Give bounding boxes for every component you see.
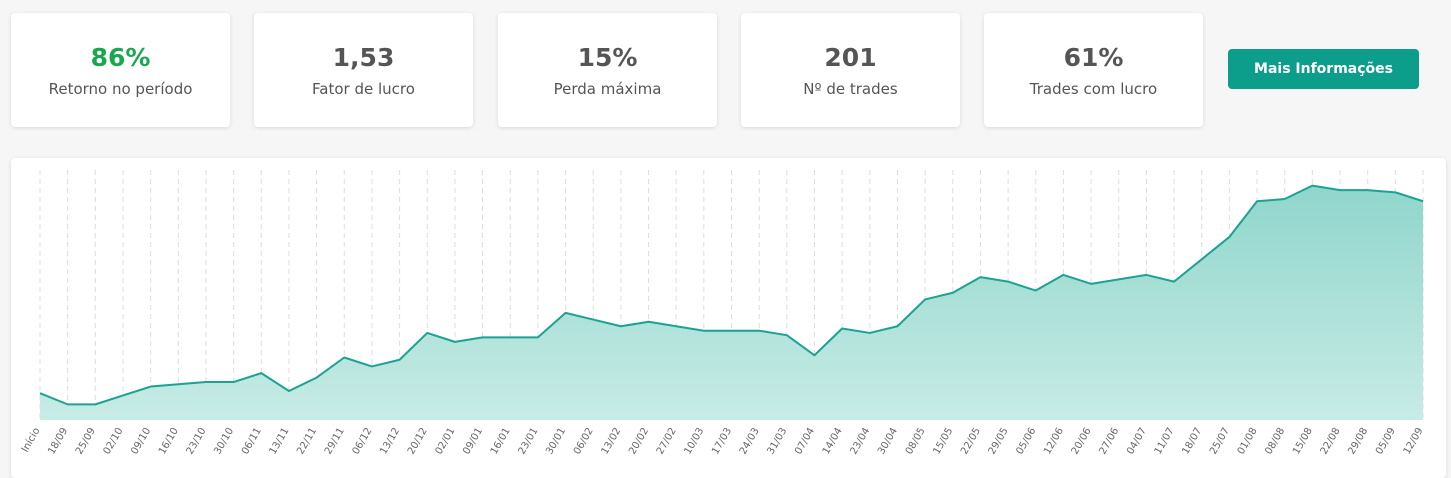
stat-value: 1,53	[332, 43, 395, 72]
stat-card: 201 Nº de trades	[741, 13, 960, 127]
x-tick-label: 27/06	[1097, 426, 1121, 456]
x-tick-label: 05/06	[1014, 426, 1038, 456]
x-tick-label: 23/01	[517, 426, 541, 456]
x-tick-label: 16/10	[157, 426, 181, 456]
x-tick-label: 08/08	[1263, 426, 1287, 456]
x-tick-label: 09/10	[129, 426, 153, 456]
x-tick-label: 30/04	[876, 426, 900, 456]
stat-label: Nº de trades	[803, 80, 898, 98]
x-tick-label: 22/11	[295, 426, 319, 456]
x-tick-label: 11/07	[1153, 426, 1177, 456]
x-tick-label: 29/05	[987, 426, 1011, 456]
x-tick-label: 22/08	[1319, 426, 1343, 456]
x-tick-label: 06/11	[240, 426, 264, 456]
x-tick-label: 20/12	[406, 426, 430, 456]
x-tick-label: 13/11	[268, 426, 292, 456]
x-tick-label: 16/01	[489, 426, 513, 456]
stat-value: 86%	[90, 43, 151, 72]
x-tick-label: 13/02	[600, 426, 624, 456]
area	[40, 185, 1423, 420]
stat-label: Perda máxima	[553, 80, 662, 98]
x-tick-label: 12/06	[1042, 426, 1066, 456]
stat-label: Trades com lucro	[1029, 80, 1158, 98]
x-tick-label: 02/10	[102, 426, 126, 456]
x-tick-label: 01/08	[1236, 426, 1260, 456]
x-tick-label: 15/05	[931, 426, 955, 456]
x-tick-label: 22/05	[959, 426, 983, 456]
stat-card: 1,53 Fator de lucro	[254, 13, 473, 127]
x-tick-label: Início	[19, 426, 43, 455]
more-info-button[interactable]: Mais Informações	[1228, 49, 1419, 89]
x-tick-label: 23/04	[848, 426, 872, 456]
x-tick-label: 07/04	[793, 426, 817, 456]
x-tick-label: 29/08	[1346, 426, 1370, 456]
x-tick-label: 05/09	[1374, 426, 1398, 456]
stat-label: Fator de lucro	[312, 80, 415, 98]
stat-label: Retorno no período	[48, 80, 193, 98]
stat-card: 15% Perda máxima	[498, 13, 717, 127]
x-tick-label: 31/03	[765, 426, 789, 456]
x-tick-label: 10/03	[682, 426, 706, 456]
x-tick-label: 02/01	[434, 426, 458, 456]
x-tick-label: 30/01	[544, 426, 568, 456]
x-tick-label: 25/09	[74, 426, 98, 456]
stat-card: 61% Trades com lucro	[984, 13, 1203, 127]
x-tick-label: 20/06	[1070, 426, 1094, 456]
x-tick-label: 25/07	[1208, 426, 1232, 456]
x-tick-label: 18/07	[1180, 426, 1204, 456]
x-tick-label: 06/12	[351, 426, 375, 456]
x-tick-label: 14/04	[821, 426, 845, 456]
stat-card: 86% Retorno no período	[11, 13, 230, 127]
x-tick-label: 08/05	[904, 426, 928, 456]
x-tick-label: 23/10	[185, 426, 209, 456]
stat-value: 201	[824, 43, 877, 72]
x-tick-label: 13/12	[378, 426, 402, 456]
x-tick-label: 15/08	[1291, 426, 1315, 456]
x-tick-label: 12/09	[1402, 426, 1426, 456]
stat-value: 15%	[577, 43, 638, 72]
x-tick-label: 06/02	[572, 426, 596, 456]
x-tick-label: 24/03	[738, 426, 762, 456]
x-tick-label: 20/02	[627, 426, 651, 456]
x-tick-label: 09/01	[461, 426, 485, 456]
x-tick-label: 18/09	[46, 426, 70, 456]
stat-value: 61%	[1063, 43, 1124, 72]
x-tick-label: 04/07	[1125, 426, 1149, 456]
x-tick-label: 29/11	[323, 426, 347, 456]
line	[39, 184, 1424, 406]
x-tick-label: 27/02	[655, 426, 679, 456]
x-tick-label: 17/03	[710, 426, 734, 456]
x-tick-label: 30/10	[212, 426, 236, 456]
